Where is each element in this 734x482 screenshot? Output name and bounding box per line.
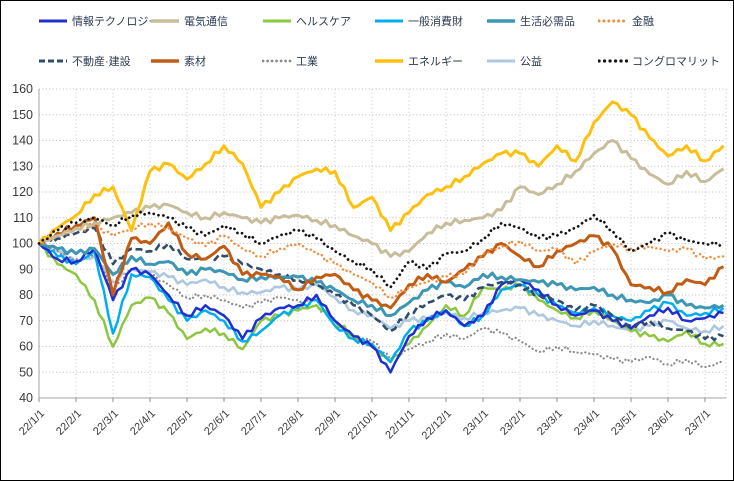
legend-item-real_estate: 不動産·建設 — [38, 53, 131, 69]
x-axis-tick-label: 22/2/1 — [54, 408, 84, 438]
legend-label-real_estate: 不動産·建設 — [72, 56, 131, 68]
conglomerate-line — [37, 210, 725, 289]
industrials-legend-swatch — [262, 59, 292, 63]
legend-item-consumer_discretionary: 一般消費財 — [374, 13, 463, 29]
legend-label-energy: エネルギー — [408, 56, 463, 68]
legend-item-conglomerate: コングロマリット — [598, 53, 720, 69]
y-axis-tick-label: 110 — [13, 211, 33, 225]
x-axis-tick-label: 23/2/1 — [498, 408, 528, 438]
telecom-legend-swatch — [151, 19, 179, 23]
utilities-legend-swatch — [487, 59, 515, 63]
legend-label-financials: 金融 — [632, 16, 654, 28]
healthcare-line — [38, 242, 724, 364]
y-axis-tick-label: 70 — [19, 314, 33, 328]
info_tech-line — [38, 242, 724, 374]
x-axis-tick-label: 22/10/1 — [346, 408, 380, 442]
info_tech-legend-swatch — [39, 19, 67, 23]
legend-item-materials: 素材 — [150, 53, 206, 69]
y-axis-tick-label: 150 — [12, 108, 33, 122]
conglomerate-legend-swatch — [598, 59, 628, 63]
financials-legend-swatch — [598, 19, 628, 23]
x-axis-tick-label: 22/9/1 — [313, 408, 343, 438]
legend-item-energy: エネルギー — [374, 53, 463, 69]
y-axis-tick-label: 130 — [12, 159, 33, 173]
consumer_discretionary-legend-swatch — [375, 19, 403, 23]
y-axis-tick-label: 80 — [19, 288, 33, 302]
x-axis-tick-label: 23/5/1 — [609, 408, 639, 438]
materials-legend-swatch — [151, 59, 179, 63]
consumer_staples-legend-swatch — [487, 19, 515, 23]
y-axis-tick-label: 90 — [19, 262, 33, 276]
x-axis-tick-label: 22/6/1 — [202, 408, 232, 438]
x-axis-tick-label: 22/4/1 — [128, 408, 158, 438]
legend-item-telecom: 電気通信 — [150, 13, 228, 29]
legend-item-financials: 金融 — [598, 13, 654, 29]
x-axis-tick-label: 22/1/1 — [17, 408, 47, 438]
telecom-line — [38, 139, 725, 258]
legend-item-info_tech: 情報テクノロジー — [38, 13, 159, 29]
y-axis-tick-label: 100 — [12, 237, 33, 251]
legend-label-info_tech: 情報テクノロジー — [72, 16, 160, 28]
legend-item-consumer_staples: 生活必需品 — [486, 13, 575, 29]
x-axis-tick-label: 22/5/1 — [165, 408, 195, 438]
y-axis-tick-label: 60 — [19, 340, 33, 354]
x-axis-tick-label: 22/7/1 — [239, 408, 269, 438]
legend-label-consumer_staples: 生活必需品 — [520, 16, 575, 28]
utilities-line — [38, 241, 725, 334]
legend-label-utilities: 公益 — [520, 56, 542, 68]
x-axis-tick-label: 23/3/1 — [535, 408, 565, 438]
energy-line — [37, 100, 725, 245]
legend-item-healthcare: ヘルスケア — [262, 13, 351, 29]
y-axis-tick-label: 50 — [19, 365, 33, 379]
y-axis-tick-label: 160 — [12, 82, 33, 96]
industrials-line — [37, 242, 725, 369]
x-axis-tick-label: 22/11/1 — [383, 408, 417, 442]
legend-label-consumer_discretionary: 一般消費財 — [408, 16, 463, 28]
legend-label-healthcare: ヘルスケア — [296, 16, 351, 28]
legend-label-conglomerate: コングロマリット — [632, 56, 720, 68]
x-axis-tick-label: 23/6/1 — [646, 408, 676, 438]
x-axis-tick-label: 22/12/1 — [420, 408, 454, 442]
x-axis-tick-label: 23/4/1 — [572, 408, 602, 438]
x-axis-tick-label: 23/7/1 — [683, 408, 713, 438]
chart-legend: 情報テクノロジー 電気通信 ヘルスケア 一般消費財 生活必需品 金融不動産·建設 素材 工業 エ… — [1, 1, 734, 81]
legend-item-utilities: 公益 — [486, 53, 542, 69]
healthcare-legend-swatch — [263, 19, 291, 23]
y-axis-tick-label: 40 — [19, 391, 33, 405]
real_estate-legend-swatch — [39, 59, 67, 63]
y-axis-tick-label: 120 — [12, 185, 33, 199]
energy-legend-swatch — [375, 59, 403, 63]
y-axis-tick-label: 140 — [12, 134, 33, 148]
x-axis-tick-label: 23/1/1 — [461, 408, 491, 438]
legend-label-materials: 素材 — [184, 56, 206, 68]
x-axis-tick-label: 22/3/1 — [91, 408, 121, 438]
legend-item-industrials: 工業 — [262, 53, 318, 69]
financials-line — [37, 221, 725, 299]
consumer_staples-line — [38, 242, 725, 318]
legend-label-industrials: 工業 — [296, 56, 318, 68]
legend-label-telecom: 電気通信 — [184, 16, 228, 28]
x-axis-tick-label: 22/8/1 — [276, 408, 306, 438]
real_estate-line — [38, 226, 724, 342]
